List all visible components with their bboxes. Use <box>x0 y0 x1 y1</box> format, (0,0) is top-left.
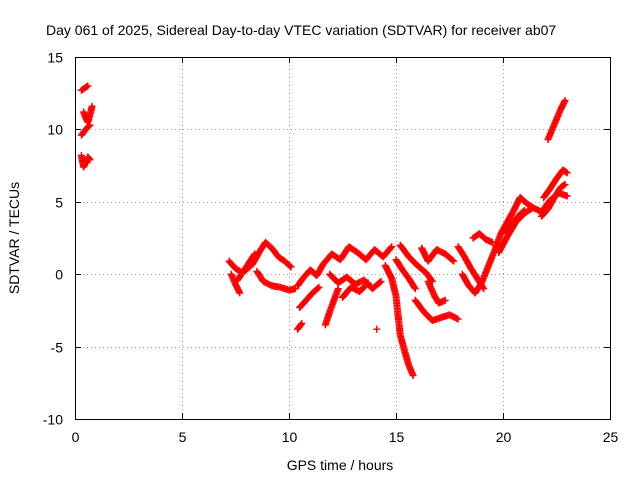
data-point <box>563 192 571 200</box>
data-point <box>251 250 259 258</box>
data-points <box>77 82 571 380</box>
data-point <box>376 278 384 286</box>
data-point <box>480 285 488 293</box>
y-tick-label: 15 <box>47 50 63 66</box>
data-point <box>286 262 294 270</box>
data-point <box>562 168 570 176</box>
x-tick-label: 0 <box>72 429 80 445</box>
data-point <box>454 315 462 323</box>
data-point <box>453 314 461 322</box>
data-point <box>84 82 92 90</box>
plot-frame <box>75 57 611 420</box>
data-point <box>560 181 568 189</box>
data-point <box>449 256 457 264</box>
data-point <box>441 296 449 304</box>
data-point <box>563 169 571 177</box>
data-point <box>409 372 417 380</box>
data-point <box>287 263 295 271</box>
data-point <box>315 283 323 291</box>
y-tick-label: -5 <box>51 340 64 356</box>
y-tick-label: -10 <box>43 412 63 428</box>
data-point <box>561 96 569 104</box>
data-point <box>364 279 372 287</box>
grid <box>75 57 610 419</box>
x-tick-label: 10 <box>282 429 298 445</box>
data-point <box>85 122 93 130</box>
data-point <box>236 289 244 297</box>
x-axis-label: GPS time / hours <box>287 457 394 473</box>
data-point <box>377 277 385 285</box>
data-point <box>250 251 258 259</box>
data-point <box>388 243 396 251</box>
y-tick-label: 5 <box>55 195 63 211</box>
x-tick-label: 25 <box>603 429 619 445</box>
data-point <box>411 285 419 293</box>
data-point <box>561 180 569 188</box>
data-point <box>519 207 527 215</box>
data-point <box>363 280 371 288</box>
data-point <box>86 156 94 164</box>
data-point <box>520 206 528 214</box>
data-point <box>86 121 94 129</box>
data-point <box>314 284 322 292</box>
x-tick-label: 20 <box>496 429 512 445</box>
x-tick-label: 15 <box>389 429 405 445</box>
data-point <box>387 244 395 252</box>
axis-ticks: 0 5 10 15 20 25 -10 -5 0 5 10 15 <box>43 50 619 446</box>
data-point <box>85 155 93 163</box>
x-tick-label: 5 <box>179 429 187 445</box>
data-point <box>83 83 91 91</box>
data-point <box>450 257 458 265</box>
data-point <box>297 321 305 329</box>
data-point <box>373 325 381 333</box>
data-point <box>410 283 418 291</box>
data-point <box>298 319 306 327</box>
y-axis-label: SDTVAR / TECUs <box>6 182 22 294</box>
data-point <box>88 102 96 110</box>
y-tick-label: 0 <box>55 267 63 283</box>
chart-title: Day 061 of 2025, Sidereal Day-to-day VTE… <box>46 22 556 38</box>
y-tick-label: 10 <box>47 122 63 138</box>
